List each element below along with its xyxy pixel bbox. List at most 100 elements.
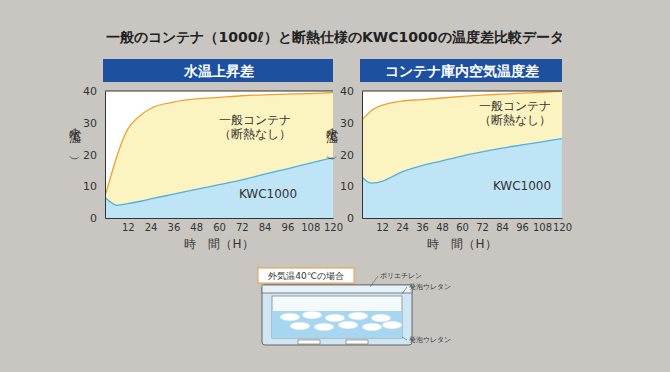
y-axis: 0 10 20 30 40 [340,85,363,225]
y-tick-label: 30 [83,117,97,130]
container-foot [298,340,320,344]
x-axis: 1224364860728496108120 [106,218,344,233]
x-tick-label: 120 [324,222,343,233]
container-diagram: 外気温40℃の場合ポリエチレン発泡ウレタン発泡ウレタン [258,268,451,345]
material-label: ポリエチレン [380,272,422,280]
x-tick-label: 120 [553,222,572,233]
series-label: 一般コンテナ（断熱なし） [219,113,291,141]
x-tick-label: 108 [301,222,320,233]
y-tick: 10 [340,180,362,193]
x-tick: 72 [236,218,249,233]
y-tick-label: 0 [347,212,354,225]
x-tick-label: 36 [168,222,181,233]
x-tick: 120 [553,218,572,233]
x-tick: 120 [324,218,343,233]
plot-background [362,91,562,218]
y-axis-title: 水温（℃） [68,118,82,160]
ice-block [362,323,382,331]
y-tick-label: 20 [340,149,354,162]
x-tick: 108 [301,218,320,233]
x-tick: 84 [259,218,272,233]
ice-block [338,321,358,329]
series-area [362,139,562,218]
x-tick: 108 [533,218,552,233]
series-line [105,93,333,196]
x-tick-label: 12 [376,222,389,233]
series-label-line: （断熱なし） [219,127,291,141]
series-label: KWC1000 [239,187,297,201]
x-tick: 72 [476,218,489,233]
series-label-line: KWC1000 [493,179,551,193]
series-label-line: （断熱なし） [479,113,551,127]
x-tick: 48 [190,218,203,233]
chart-title: コンテナ庫内空気温度差 [385,63,539,79]
chart-root: 一般のコンテナ（1000ℓ）と断熱仕様のKWC1000の温度差比較データ水温上昇… [0,0,670,372]
material-label: 発泡ウレタン [409,283,451,291]
series-label-line: 一般コンテナ [479,99,551,113]
caption-box [258,268,354,283]
y-tick: 0 [90,212,105,225]
ice-block [280,313,300,321]
container-inner [272,296,402,338]
chart-title: 水温上昇差 [183,63,254,79]
x-tick-label: 108 [533,222,552,233]
y-tick-label: 30 [340,117,354,130]
series-area [105,158,333,218]
plot-marks [105,93,333,218]
y-tick: 40 [340,85,362,98]
x-tick: 96 [516,218,529,233]
x-tick-label: 72 [476,222,489,233]
y-tick: 20 [83,149,105,162]
leader-line [370,276,378,287]
page-title: 一般のコンテナ（1000ℓ）と断熱仕様のKWC1000の温度差比較データ [106,29,563,45]
container-water [272,311,402,338]
y-tick: 40 [83,85,105,98]
x-tick-label: 60 [456,222,469,233]
x-tick: 96 [282,218,295,233]
series-label-line: 一般コンテナ [219,113,291,127]
x-tick-label: 84 [496,222,509,233]
x-tick-label: 24 [145,222,158,233]
x-axis-title: 時 間（H） [427,237,496,251]
ice-block [290,322,310,330]
y-axis-title: 水温（℃） [325,118,339,160]
x-axis-line [363,218,563,219]
x-tick-label: 48 [190,222,203,233]
x-tick: 36 [168,218,181,233]
y-axis: 0 10 20 30 40 [83,85,106,225]
container-foot [346,340,368,344]
container-lid [262,285,412,293]
x-tick-label: 36 [416,222,429,233]
header-bar [360,59,562,82]
plot-marks [362,91,562,218]
y-tick-label: 0 [90,212,97,225]
x-tick-label: 84 [259,222,272,233]
chart-panel: 水温上昇差0102030401224364860728496108120時 間（… [68,59,343,251]
y-tick: 30 [340,117,362,130]
leader-line [402,337,407,340]
material-label: 発泡ウレタン [409,336,451,344]
leader-line [402,287,407,294]
plot-frame-top [362,91,562,92]
x-tick: 60 [213,218,226,233]
y-tick: 30 [83,117,105,130]
chart-svg: 一般のコンテナ（1000ℓ）と断熱仕様のKWC1000の温度差比較データ水温上昇… [0,0,670,372]
x-tick: 36 [416,218,429,233]
series-line [362,139,562,183]
ice-block [302,311,322,319]
header-bar [103,59,333,82]
series-label-line: KWC1000 [239,187,297,201]
y-axis-line [362,92,363,219]
y-tick-label: 10 [340,180,354,193]
y-tick-label: 40 [340,85,354,98]
y-tick: 10 [83,180,105,193]
ice-block [348,312,368,320]
y-tick-label: 40 [83,85,97,98]
x-tick: 24 [396,218,409,233]
y-tick: 0 [347,212,362,225]
y-tick-label: 10 [83,180,97,193]
ice-block [382,321,402,329]
y-axis-line [105,92,106,219]
background [0,0,670,372]
x-axis: 1224364860728496108120 [363,218,573,233]
